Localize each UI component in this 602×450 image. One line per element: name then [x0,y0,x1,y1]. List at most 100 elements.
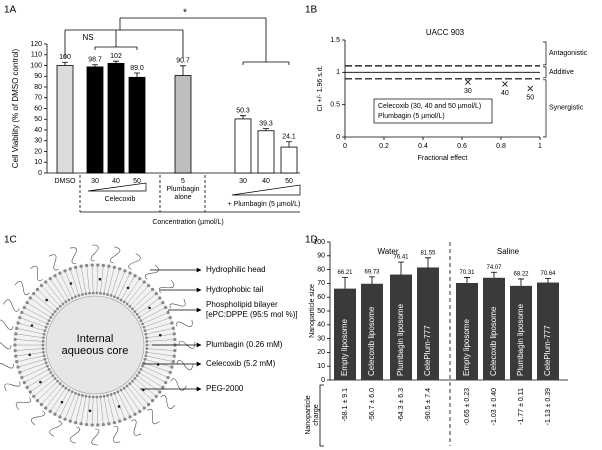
y-tick-label: 40 [317,322,325,329]
y-tick-label: 30 [317,335,325,342]
label: alone [174,194,191,201]
lipid-tail [50,388,66,411]
lipid-tail [132,289,153,309]
lipid-tail [141,369,165,383]
peg-chain [90,244,99,262]
lipid-head [168,370,172,374]
y-tick-label: 80 [317,266,325,273]
lipid-tail [46,386,63,408]
peg-chain [131,419,142,436]
charge-bracket [319,384,324,447]
lipid-head [128,415,132,419]
drug [45,298,48,302]
lipid-head [150,398,155,403]
peg-chain [128,253,141,270]
lipid-head [131,379,134,383]
peg-chain [91,428,100,446]
lipid-tail [60,392,72,417]
y-tick-label: 90 [317,253,325,260]
lipid-head [18,370,22,374]
value-label: 69.73 [364,269,380,275]
lipid-tail [146,355,173,362]
lipid-head [46,322,49,326]
x-tick-label: 0.6 [457,143,467,150]
lipid-tail [16,339,43,342]
lipid-head [133,377,137,380]
lipid-head [172,332,176,336]
lipid-head [139,319,143,322]
lipid-head [58,271,62,275]
point-label: 50 [526,94,534,101]
lipid-tail [17,355,44,362]
y-tick-label: 70 [317,280,325,287]
brace [543,66,547,79]
wedge [231,184,301,196]
lipid-head [85,263,89,268]
lipid-head [107,422,111,426]
lipid-head [42,350,45,354]
lipid-tail [107,268,115,294]
lipid-head [122,386,126,390]
bar [56,65,74,174]
region-label: Antagonistic [549,50,588,57]
brace [543,79,547,138]
value-label: 68.22 [513,272,529,278]
drug [156,363,160,366]
lipid-tail [25,307,49,321]
category-label: CelePlum-777 [543,325,552,376]
wedge [87,182,147,192]
label: aqueous core [62,345,129,357]
lipid-tail [96,397,99,424]
lipid-head [106,293,109,296]
lipid-head [42,336,45,340]
lipid-head [44,361,48,365]
peg-chain [69,247,77,264]
lipid-tail [60,273,72,298]
lipid-tail [143,366,168,378]
lipid-head [70,390,74,394]
lipid-head [91,291,95,295]
lipid-tail [137,298,160,315]
lipid-tail [135,294,156,312]
lipid-head [25,301,29,305]
bar [128,76,146,174]
peg-chain [158,280,175,293]
lipid-head [61,384,65,388]
lipid-head [173,348,177,353]
category-label: Empty liposome [340,319,349,376]
peg-chain [144,264,159,280]
group-label: + Plumbagin (5 µmol/L) [228,201,301,208]
x-tick-label: 30 [239,178,247,185]
value-label: 102 [110,53,122,60]
label: Internal [77,333,114,345]
lipid-tail [17,328,44,335]
lipid-head [161,301,165,305]
lipid-tail [145,322,172,331]
drug [126,286,130,290]
lipid-head [90,263,94,267]
peg-chain [15,397,32,410]
lipid-head [35,287,40,292]
y-tick-label: 70 [34,95,42,102]
x-tick-label: 50 [133,178,141,185]
y-axis-label: Cell Viability (% of DMSO control) [11,48,20,168]
lipid-head [145,350,148,354]
y-tick-label: 0 [321,377,325,384]
lipid-head [42,354,46,358]
peg-chain [176,359,194,371]
lipid-tail [30,298,53,315]
lipid-head [13,348,17,353]
bar [417,267,439,380]
lipid-head [47,319,51,322]
lipid-head [135,374,139,377]
lipid-head [95,291,99,295]
lipid-head [16,365,20,369]
peg-chain [49,420,62,437]
lipid-head [88,291,91,295]
y-tick-label: 60 [34,105,42,112]
lipid-tail [46,282,63,304]
bar [280,146,298,174]
lipid-tail [143,312,168,324]
lipid-head [116,296,120,300]
charge-axis-label: Nanoparticle [305,395,312,434]
